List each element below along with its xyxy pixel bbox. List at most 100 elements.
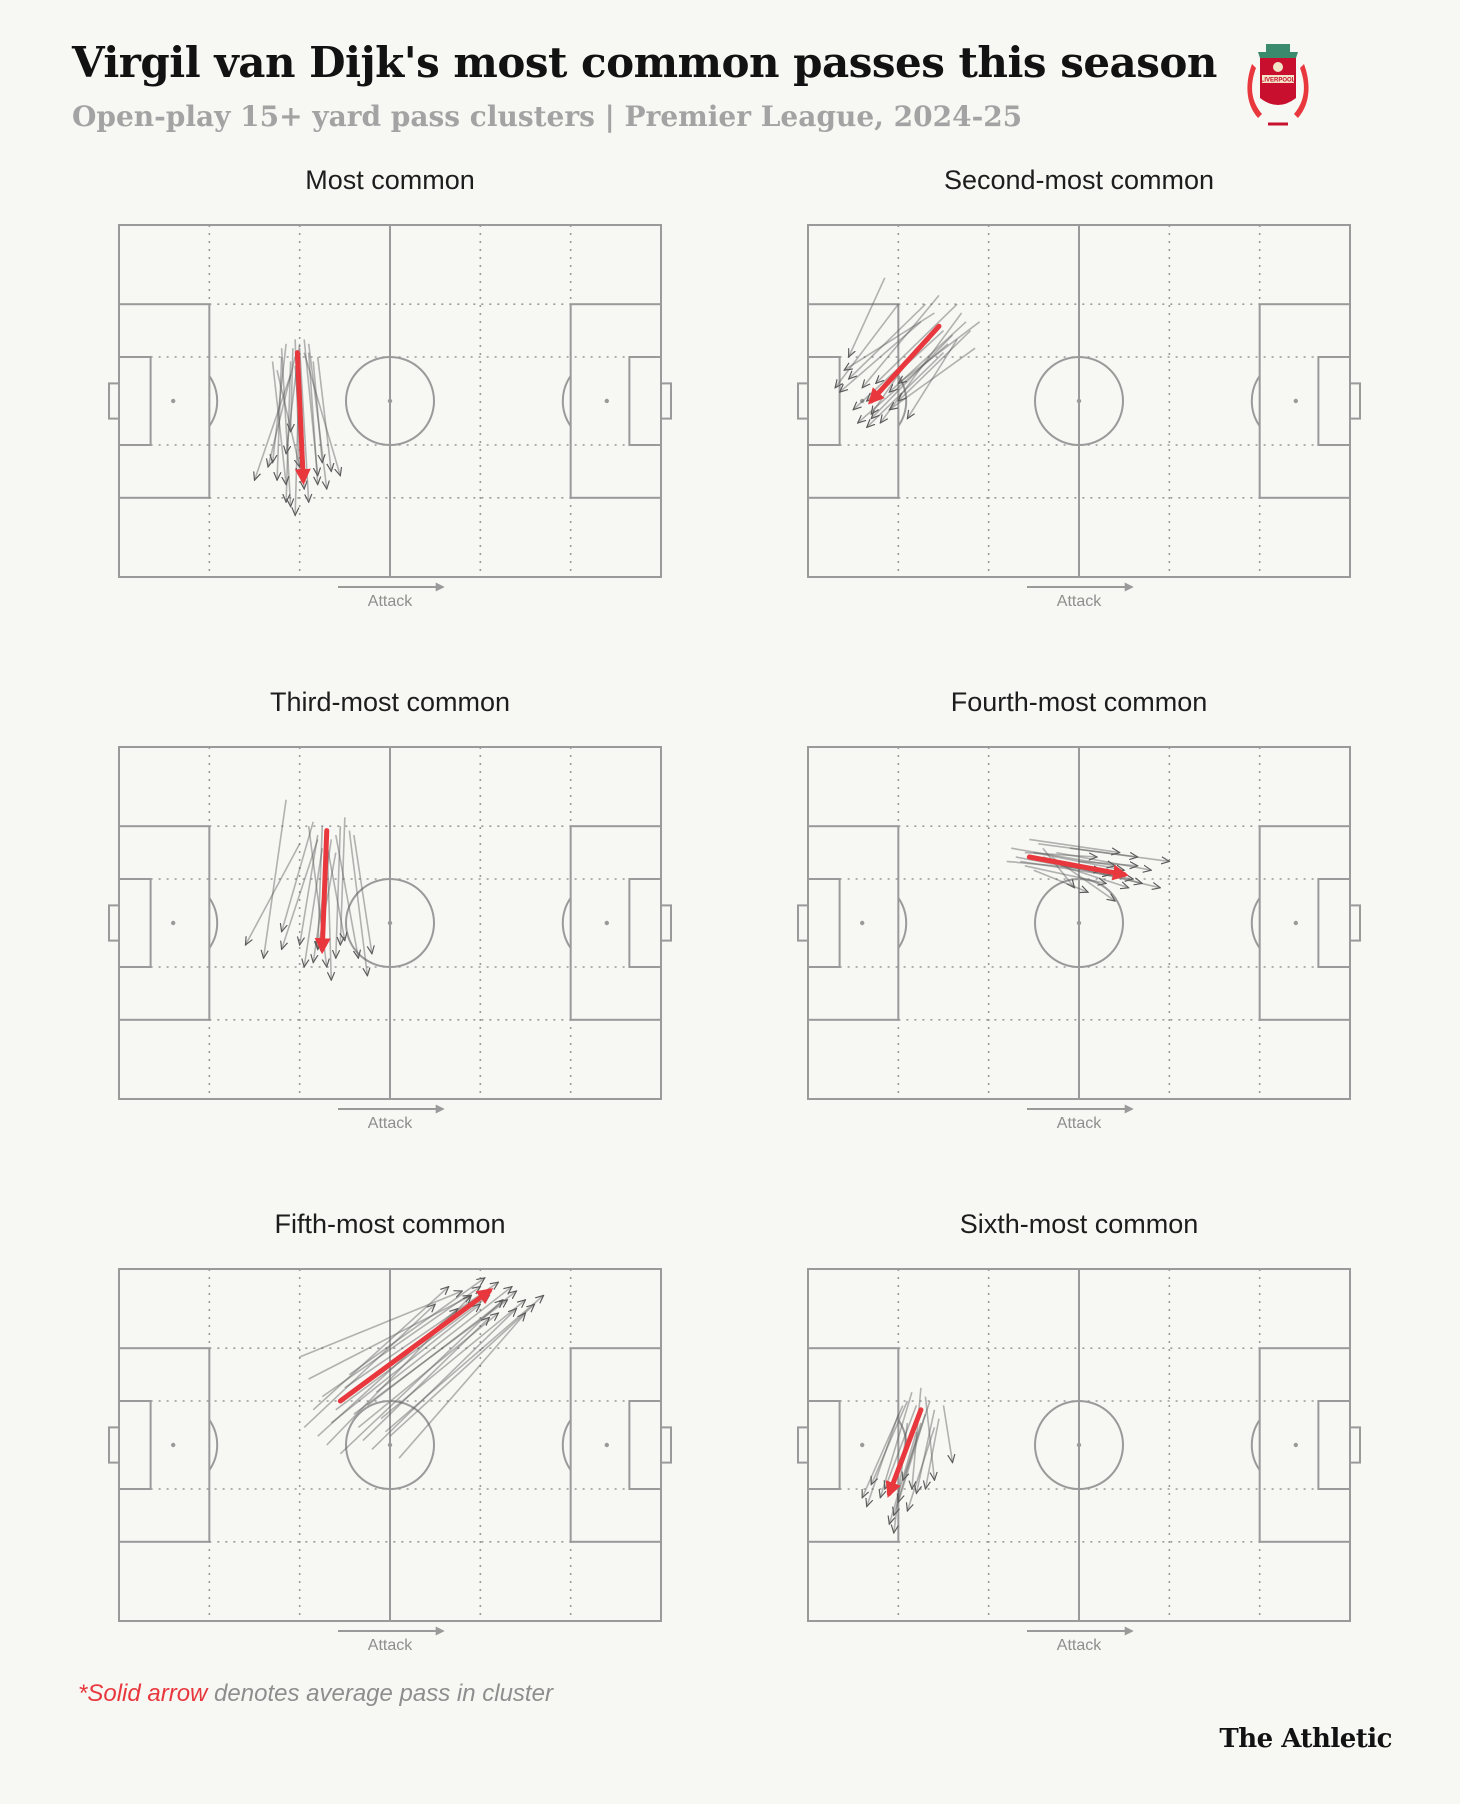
six-yard-box-left: [118, 878, 152, 968]
pass-arrow: [303, 1304, 435, 1428]
pass-arrow: [894, 1422, 909, 1533]
pitch-panel: Second-most common Attack: [789, 165, 1369, 635]
attack-label: Attack: [1057, 1115, 1102, 1132]
zone-gridlines: [150, 1269, 630, 1621]
pass-arrow: [244, 843, 301, 945]
pass-arrow: [889, 1431, 918, 1524]
penalty-spot-right: [1293, 1442, 1298, 1448]
penalty-area-left: [807, 303, 900, 499]
six-yard-box-right: [1317, 356, 1352, 446]
goal-right: [1349, 1426, 1361, 1464]
pass-arrow: [312, 361, 322, 462]
pitch-panel: Third-most common Attack: [100, 687, 680, 1157]
center-circle: [1034, 356, 1124, 446]
pass-arrow: [321, 1287, 480, 1398]
pass-arrow: [1011, 847, 1115, 866]
pass-arrow: [330, 1304, 480, 1424]
pitch-diagram: Attack: [108, 1268, 672, 1654]
six-yard-box-left: [807, 356, 841, 446]
pass-arrow: [300, 834, 319, 945]
panel-title: Third-most common: [269, 687, 511, 717]
pass-arrow: [380, 1300, 526, 1420]
penalty-arc-left: [208, 1419, 219, 1471]
pass-arrow: [389, 1304, 535, 1437]
pass-arrow: [1042, 847, 1075, 888]
center-circle: [345, 356, 435, 446]
penalty-spot-left: [171, 920, 176, 926]
penalty-arc-left: [897, 897, 908, 949]
center-spot: [1076, 920, 1082, 926]
pitch-diagram: Attack: [108, 746, 672, 1132]
panel-title: Fifth-most common: [274, 1209, 506, 1239]
footnote-accent: *Solid arrow: [78, 1680, 208, 1707]
pass-arrow: [880, 312, 963, 423]
pass-arrow: [335, 1295, 490, 1411]
pass-arrow: [304, 848, 324, 967]
goal-left: [108, 904, 120, 942]
brand-logo: The Athletic: [1219, 1724, 1392, 1754]
goal-right: [660, 382, 672, 420]
pass-arrow: [861, 1405, 904, 1497]
pass-arrow: [362, 1317, 489, 1442]
pass-arrow: [898, 330, 972, 401]
crest-lettering: LIVERPOOL: [1261, 78, 1296, 84]
pass-arrow: [880, 1391, 913, 1498]
pass-arrows: [244, 799, 372, 980]
pass-arrow: [1024, 851, 1097, 857]
zone-gridlines: [839, 747, 1319, 1099]
penalty-spot-right: [1293, 920, 1298, 926]
pass-arrow: [898, 1413, 927, 1502]
pass-arrow: [903, 1400, 931, 1480]
pass-arrow: [924, 1396, 934, 1481]
attack-label: Attack: [368, 1115, 413, 1132]
pass-arrow: [353, 834, 372, 954]
penalty-area-right: [569, 303, 662, 499]
penalty-spot-right: [604, 1442, 609, 1448]
penalty-arc-right: [561, 897, 572, 949]
pass-arrow: [1060, 865, 1129, 888]
penalty-area-right: [569, 1347, 662, 1543]
pass-arrow: [344, 1282, 499, 1389]
pass-arrow: [325, 843, 345, 941]
pass-arrow: [277, 356, 283, 480]
pass-arrow: [876, 303, 958, 383]
average-pass-arrow: [868, 323, 942, 405]
penalty-area-right: [1258, 303, 1351, 499]
center-spot: [387, 398, 393, 404]
pass-arrow: [340, 817, 346, 945]
pitch-diagram: Attack: [797, 1268, 1361, 1654]
goal-right: [660, 904, 672, 942]
pass-arrow: [894, 1422, 922, 1515]
pass-arrow: [307, 343, 327, 489]
pass-arrow: [264, 799, 287, 958]
pass-arrow: [925, 1418, 940, 1489]
attack-label: Attack: [368, 1637, 413, 1654]
center-circle: [1034, 1400, 1124, 1490]
pass-arrow: [318, 826, 324, 949]
pass-arrow: [348, 830, 367, 976]
pass-arrow: [907, 338, 958, 418]
pass-arrow: [835, 303, 899, 388]
pass-arrow: [255, 374, 292, 481]
center-spot: [387, 920, 393, 926]
zone-gridlines: [839, 1269, 1319, 1621]
panel-title: Fourth-most common: [950, 687, 1208, 717]
pass-arrow: [849, 303, 926, 379]
penalty-area-left: [807, 825, 900, 1021]
center-circle: [1034, 878, 1124, 968]
pass-arrow: [268, 356, 296, 467]
liverpool-crest-icon: LIVERPOOL: [1247, 44, 1309, 126]
goal-left: [108, 1426, 120, 1464]
penalty-area-left: [118, 825, 211, 1021]
pass-arrow: [291, 348, 293, 432]
pass-arrow: [916, 1409, 936, 1494]
penalty-spot-left: [860, 1442, 865, 1448]
pitch-panel: Sixth-most common Attack: [789, 1209, 1369, 1679]
penalty-arc-right: [1250, 1419, 1261, 1471]
attack-label: Attack: [1057, 593, 1102, 610]
pass-arrow: [1038, 843, 1137, 857]
goal-left: [797, 1426, 809, 1464]
pass-arrow: [840, 321, 922, 392]
pass-arrow: [898, 321, 981, 384]
six-yard-box-right: [628, 356, 663, 446]
